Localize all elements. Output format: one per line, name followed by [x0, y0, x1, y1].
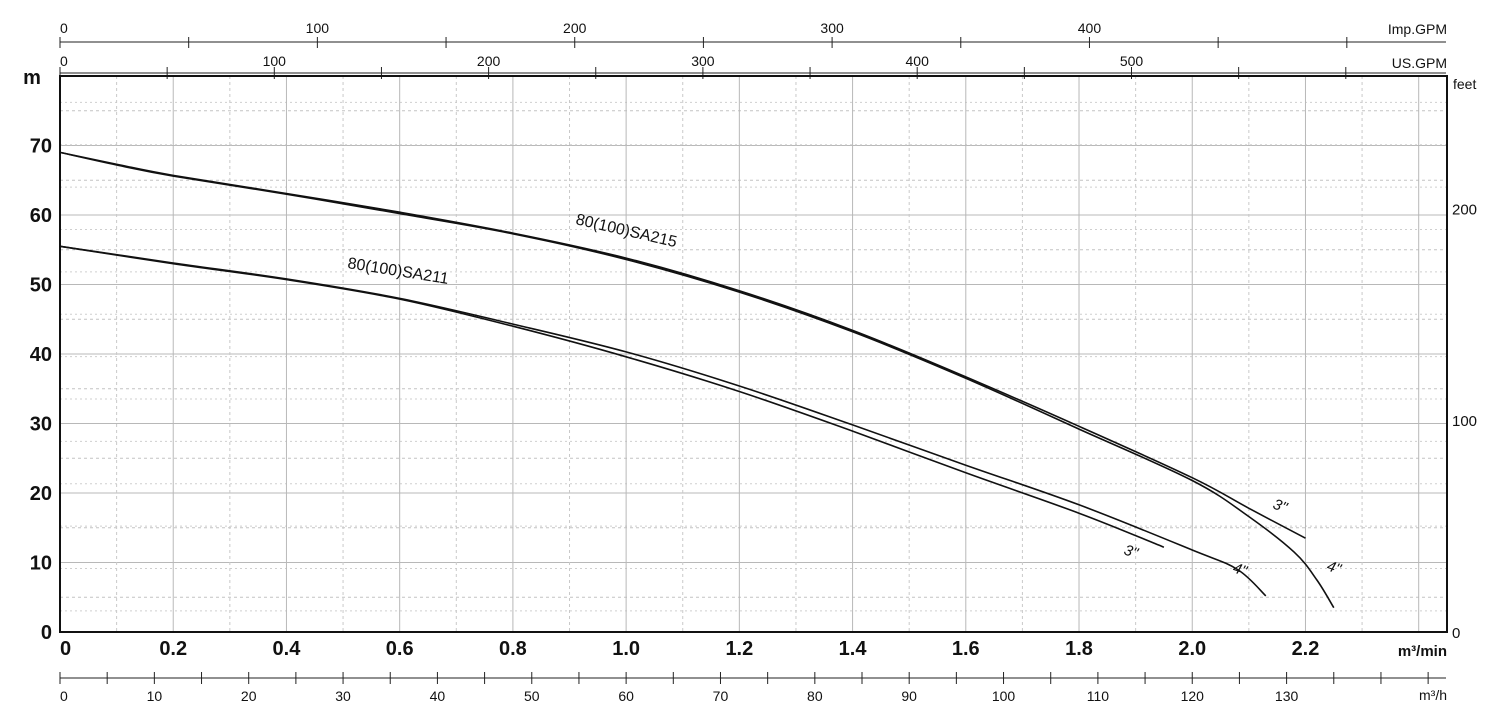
m3h-tick-label: 20	[241, 688, 257, 704]
us-gpm-tick-label: 0	[60, 53, 68, 69]
m3h-tick-label: 120	[1181, 688, 1205, 704]
m3h-tick-label: 110	[1087, 688, 1110, 704]
x-tick-label: 1.6	[952, 638, 980, 660]
y-axis: m 0 10 20 30 40 50 60 70	[23, 67, 52, 644]
curves	[59, 151, 1335, 609]
m3h-tick-label: 40	[430, 688, 446, 704]
x-tick-label: 2.2	[1292, 638, 1320, 660]
m3h-tick-label: 100	[992, 688, 1016, 704]
m3h-tick-label: 90	[901, 688, 917, 704]
m3h-tick-label: 60	[618, 688, 634, 704]
m3h-tick-label: 30	[335, 688, 351, 704]
feet-tick-label: 200	[1452, 201, 1477, 218]
y-tick-label: 60	[30, 205, 52, 227]
feet-axis-label: feet	[1453, 76, 1476, 92]
curve-80-100-sa211-4in	[59, 245, 1267, 597]
y-tick-label: 50	[30, 275, 52, 297]
m3h-tick-label: 70	[713, 688, 729, 704]
imp-gpm-tick-label: 100	[306, 20, 330, 36]
us-gpm-axis: US.GPM 0 100 200 300 400 500	[59, 53, 1447, 79]
x-tick-label: 0.4	[273, 638, 302, 660]
m3h-tick-label: 80	[807, 688, 823, 704]
m3h-axis: m³/h 0 10 20 30 40 50 60 70 80 90 100 110 120 130	[59, 672, 1447, 704]
y-tick-label: 0	[41, 622, 52, 644]
x-tick-label: 0.8	[499, 638, 527, 660]
m3h-axis-label: m³/h	[1419, 687, 1447, 703]
x-tick-label: 0	[60, 638, 71, 660]
us-gpm-tick-label: 100	[263, 53, 287, 69]
variant-label-sa211-3in: 3"	[1122, 542, 1141, 563]
x-axis: m³/min 0 0.2 0.4 0.6 0.8 1.0 1.2 1.4 1.6 1.8 2.0 2.…	[60, 638, 1447, 660]
imp-gpm-axis-label: Imp.GPM	[1388, 21, 1447, 37]
x-tick-label: 1.8	[1065, 638, 1093, 660]
x-tick-label: 0.2	[159, 638, 187, 660]
y-tick-label: 30	[30, 414, 52, 436]
y-tick-label: 10	[30, 553, 52, 575]
variant-label-sa211-4in: 4"	[1231, 560, 1250, 581]
us-gpm-tick-label: 400	[906, 53, 930, 69]
m3h-tick-label: 50	[524, 688, 540, 704]
y-tick-label: 20	[30, 483, 52, 505]
imp-gpm-tick-label: 200	[563, 20, 587, 36]
us-gpm-tick-label: 500	[1120, 53, 1144, 69]
imp-gpm-tick-label: 0	[60, 20, 68, 36]
us-gpm-tick-label: 300	[691, 53, 715, 69]
plot-frame	[59, 75, 1448, 633]
plot-area: 80(100)SA215 80(100)SA211 3" 4" 3" 4"	[59, 75, 1448, 633]
imp-gpm-tick-label: 400	[1078, 20, 1102, 36]
us-gpm-axis-label: US.GPM	[1392, 55, 1447, 71]
x-axis-label: m³/min	[1398, 643, 1447, 660]
us-gpm-tick-label: 200	[477, 53, 501, 69]
y-tick-label: 70	[30, 136, 52, 158]
imp-gpm-tick-label: 300	[820, 20, 844, 36]
curve-80-100-sa211-3in	[59, 245, 1165, 548]
feet-tick-label: 100	[1452, 413, 1477, 430]
x-tick-label: 2.0	[1178, 638, 1206, 660]
m3h-tick-label: 10	[147, 688, 163, 704]
m3h-tick-label: 130	[1275, 688, 1299, 704]
y-tick-label: 40	[30, 344, 52, 366]
curve-labels: 80(100)SA215 80(100)SA211 3" 4" 3" 4"	[346, 211, 1343, 580]
feet-axis: feet 0 100 200	[1452, 76, 1477, 642]
variant-label-sa215-3in: 3"	[1271, 496, 1290, 517]
x-tick-label: 1.4	[839, 638, 868, 660]
feet-tick-label: 0	[1452, 625, 1460, 642]
m3h-tick-label: 0	[60, 688, 68, 704]
imp-gpm-axis: Imp.GPM 0 100 200 300 400	[59, 20, 1447, 48]
grid	[60, 76, 1447, 632]
x-tick-label: 1.2	[725, 638, 753, 660]
x-tick-label: 1.0	[612, 638, 640, 660]
variant-label-sa215-4in: 4"	[1325, 558, 1344, 579]
curve-label-sa211: 80(100)SA211	[346, 255, 450, 288]
curve-80-100-sa215-4in	[59, 151, 1335, 609]
x-tick-label: 0.6	[386, 638, 414, 660]
y-axis-label: m	[23, 67, 41, 89]
